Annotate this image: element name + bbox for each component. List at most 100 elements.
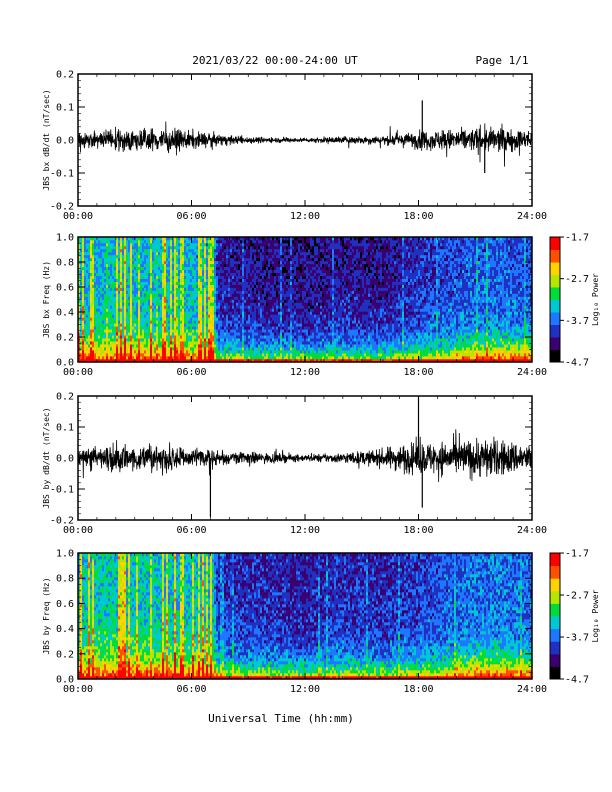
spectrogram-cell <box>188 359 191 363</box>
spectrogram-cell <box>102 338 105 342</box>
spectrogram-cell <box>230 326 233 330</box>
spectrogram-cell <box>174 299 177 303</box>
spectrogram-cell <box>92 257 95 262</box>
spectrogram-cell <box>138 347 141 351</box>
spectrogram-cell <box>98 275 101 279</box>
spectrogram-cell <box>244 254 247 259</box>
spectrogram-cell <box>222 296 225 300</box>
spectrogram-cell <box>222 278 225 282</box>
spectrogram-cell <box>256 320 259 324</box>
spectrogram-cell <box>156 245 159 250</box>
spectrogram-cell <box>96 335 99 339</box>
spectrogram-cell <box>238 329 241 333</box>
spectrogram-cell <box>144 329 147 333</box>
spectrogram-cell <box>280 359 283 363</box>
spectrogram-cell <box>126 263 129 268</box>
spectrogram-cell <box>278 237 281 241</box>
spectrogram-cell <box>212 242 215 247</box>
spectrogram-cell <box>220 317 223 321</box>
spectrogram-cell <box>246 308 249 312</box>
spectrogram-cell <box>148 281 151 285</box>
spectrogram-cell <box>290 248 293 253</box>
spectrogram-cell <box>230 284 233 288</box>
spectrogram-cell <box>202 269 205 274</box>
spectrogram-cell <box>198 353 201 357</box>
spectrogram-cell <box>82 311 85 315</box>
spectrogram-cell <box>238 260 241 265</box>
spectrogram-cell <box>96 263 99 268</box>
spectrogram-cell <box>280 269 283 274</box>
spectrogram-cell <box>168 281 171 285</box>
spectrogram-cell <box>120 332 123 336</box>
spectrogram-cell <box>190 323 193 327</box>
spectrogram-cell <box>100 341 103 345</box>
spectrogram-cell <box>226 281 229 285</box>
spectrogram-cell <box>106 254 109 259</box>
spectrogram-cell <box>218 350 221 354</box>
spectrogram-cell <box>258 284 261 288</box>
spectrogram-cell <box>106 302 109 306</box>
spectrogram-cell <box>90 281 93 285</box>
spectrogram-cell <box>138 239 141 244</box>
spectrogram-cell <box>168 290 171 294</box>
spectrogram-cell <box>180 296 183 300</box>
spectrogram-cell <box>200 353 203 357</box>
spectrogram-cell <box>204 272 207 276</box>
spectrogram-cell <box>256 242 259 247</box>
spectrogram-cell <box>176 269 179 274</box>
spectrogram-cell <box>118 323 121 327</box>
spectrogram-cell <box>156 239 159 244</box>
spectrogram-cell <box>118 347 121 351</box>
spectrogram-cell <box>182 257 185 262</box>
spectrogram-cell <box>290 344 293 348</box>
spectrogram-cell <box>86 257 89 262</box>
spectrogram-cell <box>220 257 223 262</box>
spectrogram-cell <box>152 332 155 336</box>
spectrogram-cell <box>118 254 121 259</box>
spectrogram-cell <box>192 332 195 336</box>
spectrogram-cell <box>94 350 97 354</box>
spectrogram-cell <box>124 359 127 363</box>
spectrogram-cell <box>300 332 303 336</box>
spectrogram-cell <box>194 239 197 244</box>
spectrogram-cell <box>222 347 225 351</box>
spectrogram-cell <box>248 320 251 324</box>
spectrogram-cell <box>92 347 95 351</box>
spectrogram-cell <box>308 284 311 288</box>
spectrogram-cell <box>234 245 237 250</box>
spectrogram-cell <box>280 272 283 276</box>
spectrogram-cell <box>222 308 225 312</box>
spectrogram-cell <box>136 257 139 262</box>
spectrogram-cell <box>218 242 221 247</box>
spectrogram-cell <box>168 293 171 297</box>
spectrogram-cell <box>196 323 199 327</box>
spectrogram-cell <box>214 311 217 315</box>
spectrogram-cell <box>170 305 173 309</box>
spectrogram-cell <box>82 287 85 291</box>
spectrogram-cell <box>252 329 255 333</box>
spectrogram-cell <box>114 359 117 363</box>
spectrogram-cell <box>292 323 295 327</box>
spectrogram-cell <box>158 344 161 348</box>
spectrogram-cell <box>222 263 225 268</box>
spectrogram-cell <box>128 242 131 247</box>
spectrogram-cell <box>306 284 309 288</box>
spectrogram-cell <box>288 326 291 330</box>
spectrogram-cell <box>244 338 247 342</box>
spectrogram-cell <box>308 290 311 294</box>
spectrogram-cell <box>106 296 109 300</box>
spectrogram-cell <box>306 338 309 342</box>
spectrogram-cell <box>128 305 131 309</box>
spectrogram-cell <box>188 347 191 351</box>
spectrogram-cell <box>270 353 273 357</box>
spectrogram-cell <box>186 329 189 333</box>
spectrogram-cell <box>236 311 239 315</box>
spectrogram-cell <box>280 356 283 360</box>
spectrogram-cell <box>220 341 223 345</box>
spectrogram-cell <box>222 266 225 271</box>
spectrogram-cell <box>98 329 101 333</box>
spectrogram-cell <box>164 251 167 256</box>
spectrogram-cell <box>306 251 309 256</box>
spectrogram-cell <box>208 278 211 282</box>
spectrogram-cell <box>270 344 273 348</box>
